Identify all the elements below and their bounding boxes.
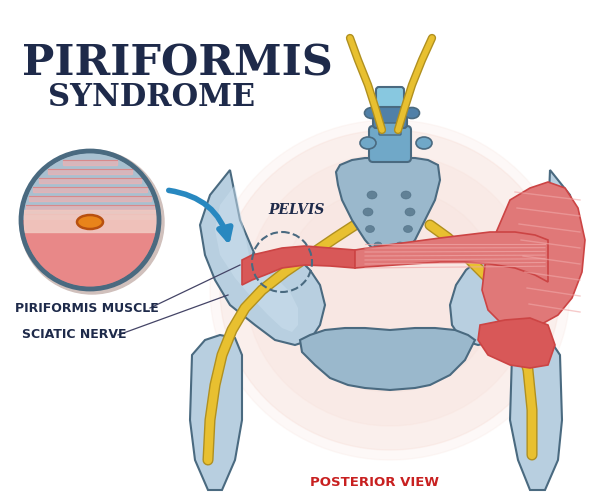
Polygon shape	[482, 182, 585, 328]
Ellipse shape	[282, 188, 498, 392]
Polygon shape	[190, 335, 242, 490]
Ellipse shape	[404, 108, 419, 119]
Ellipse shape	[220, 130, 560, 450]
Ellipse shape	[401, 191, 411, 199]
Ellipse shape	[365, 225, 374, 232]
Text: PELVIS: PELVIS	[268, 203, 325, 217]
Ellipse shape	[416, 137, 432, 149]
Ellipse shape	[365, 108, 380, 119]
Polygon shape	[215, 185, 298, 332]
Text: PIRIFORMIS: PIRIFORMIS	[22, 42, 333, 84]
Text: PIRIFORMIS MUSCLE: PIRIFORMIS MUSCLE	[15, 301, 159, 314]
Bar	[26, 205, 154, 210]
Wedge shape	[23, 220, 157, 287]
Polygon shape	[200, 170, 325, 345]
Ellipse shape	[360, 137, 376, 149]
FancyBboxPatch shape	[373, 97, 407, 128]
Bar	[24, 210, 156, 232]
Bar	[24, 214, 156, 219]
Ellipse shape	[77, 215, 103, 229]
Wedge shape	[23, 153, 157, 220]
Text: POSTERIOR VIEW: POSTERIOR VIEW	[311, 475, 439, 488]
Polygon shape	[355, 232, 548, 282]
Bar	[48, 169, 132, 174]
FancyBboxPatch shape	[369, 126, 411, 162]
Circle shape	[22, 152, 158, 288]
FancyBboxPatch shape	[376, 87, 404, 107]
Polygon shape	[450, 170, 578, 345]
Ellipse shape	[404, 225, 413, 232]
Ellipse shape	[210, 120, 570, 460]
Polygon shape	[300, 328, 475, 390]
Ellipse shape	[374, 242, 382, 248]
Ellipse shape	[367, 191, 377, 199]
Text: SYNDROME: SYNDROME	[48, 82, 255, 113]
Ellipse shape	[405, 208, 415, 216]
Polygon shape	[336, 158, 440, 260]
FancyBboxPatch shape	[379, 123, 401, 135]
Polygon shape	[510, 335, 562, 490]
Bar	[29, 196, 151, 201]
Bar	[62, 160, 118, 165]
Ellipse shape	[363, 208, 373, 216]
Circle shape	[20, 150, 160, 290]
Polygon shape	[242, 246, 355, 285]
FancyArrowPatch shape	[169, 190, 231, 239]
Bar	[33, 187, 147, 192]
Bar	[39, 178, 141, 183]
Polygon shape	[478, 318, 555, 368]
Ellipse shape	[396, 242, 404, 248]
Text: SCIATIC NERVE: SCIATIC NERVE	[22, 328, 127, 342]
Circle shape	[20, 150, 164, 294]
Ellipse shape	[246, 154, 534, 426]
